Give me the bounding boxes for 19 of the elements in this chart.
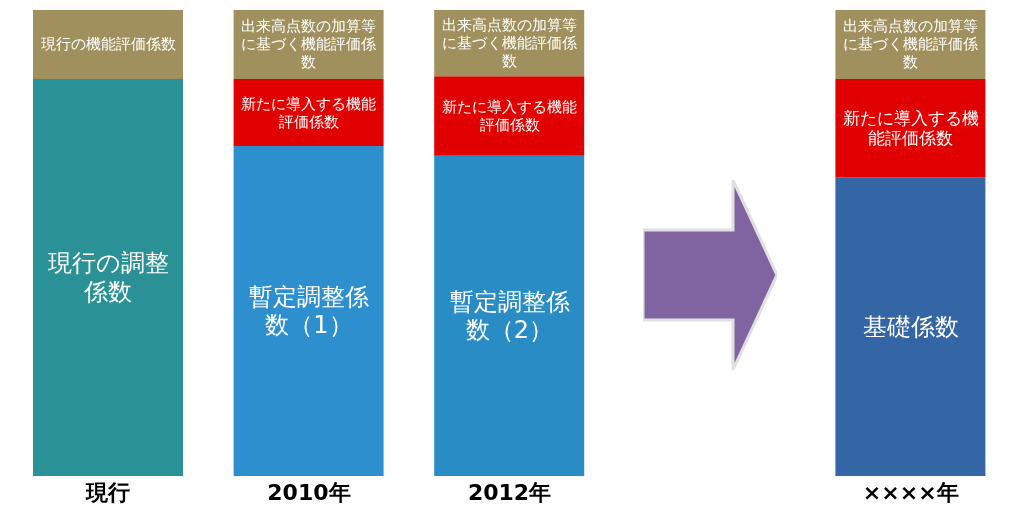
bar bbox=[33, 78, 183, 476]
annotation: 現行の調整係数 bbox=[47, 249, 169, 306]
x-tick-label: 2010年 bbox=[267, 479, 351, 505]
annotation: 出来高点数の加算等に基づく機能評価係数 bbox=[843, 17, 979, 72]
annotation: 現行の機能評価係数 bbox=[40, 35, 176, 54]
annotation: 新たに導入する機能評価係数 bbox=[442, 98, 577, 135]
x-tick-label: ××××年 bbox=[862, 479, 959, 505]
annotation: 暫定調整係数（2） bbox=[449, 287, 570, 345]
annotation: 基礎係数 bbox=[862, 312, 959, 341]
annotation: 出来高点数の加算等に基づく機能評価係数 bbox=[241, 17, 377, 72]
bar bbox=[434, 155, 585, 476]
annotation: 暫定調整係数（1） bbox=[248, 282, 369, 340]
x-tick-label: 2012年 bbox=[467, 479, 552, 505]
bar bbox=[835, 177, 986, 476]
bar bbox=[233, 146, 384, 476]
x-tick-label: 現行 bbox=[85, 479, 131, 505]
annotation: 新たに導入する機能評価係数 bbox=[241, 94, 377, 131]
annotation: 出来高点数の加算等に基づく機能評価係数 bbox=[442, 16, 577, 71]
annotation: 新たに導入する機能評価係数 bbox=[842, 107, 979, 149]
